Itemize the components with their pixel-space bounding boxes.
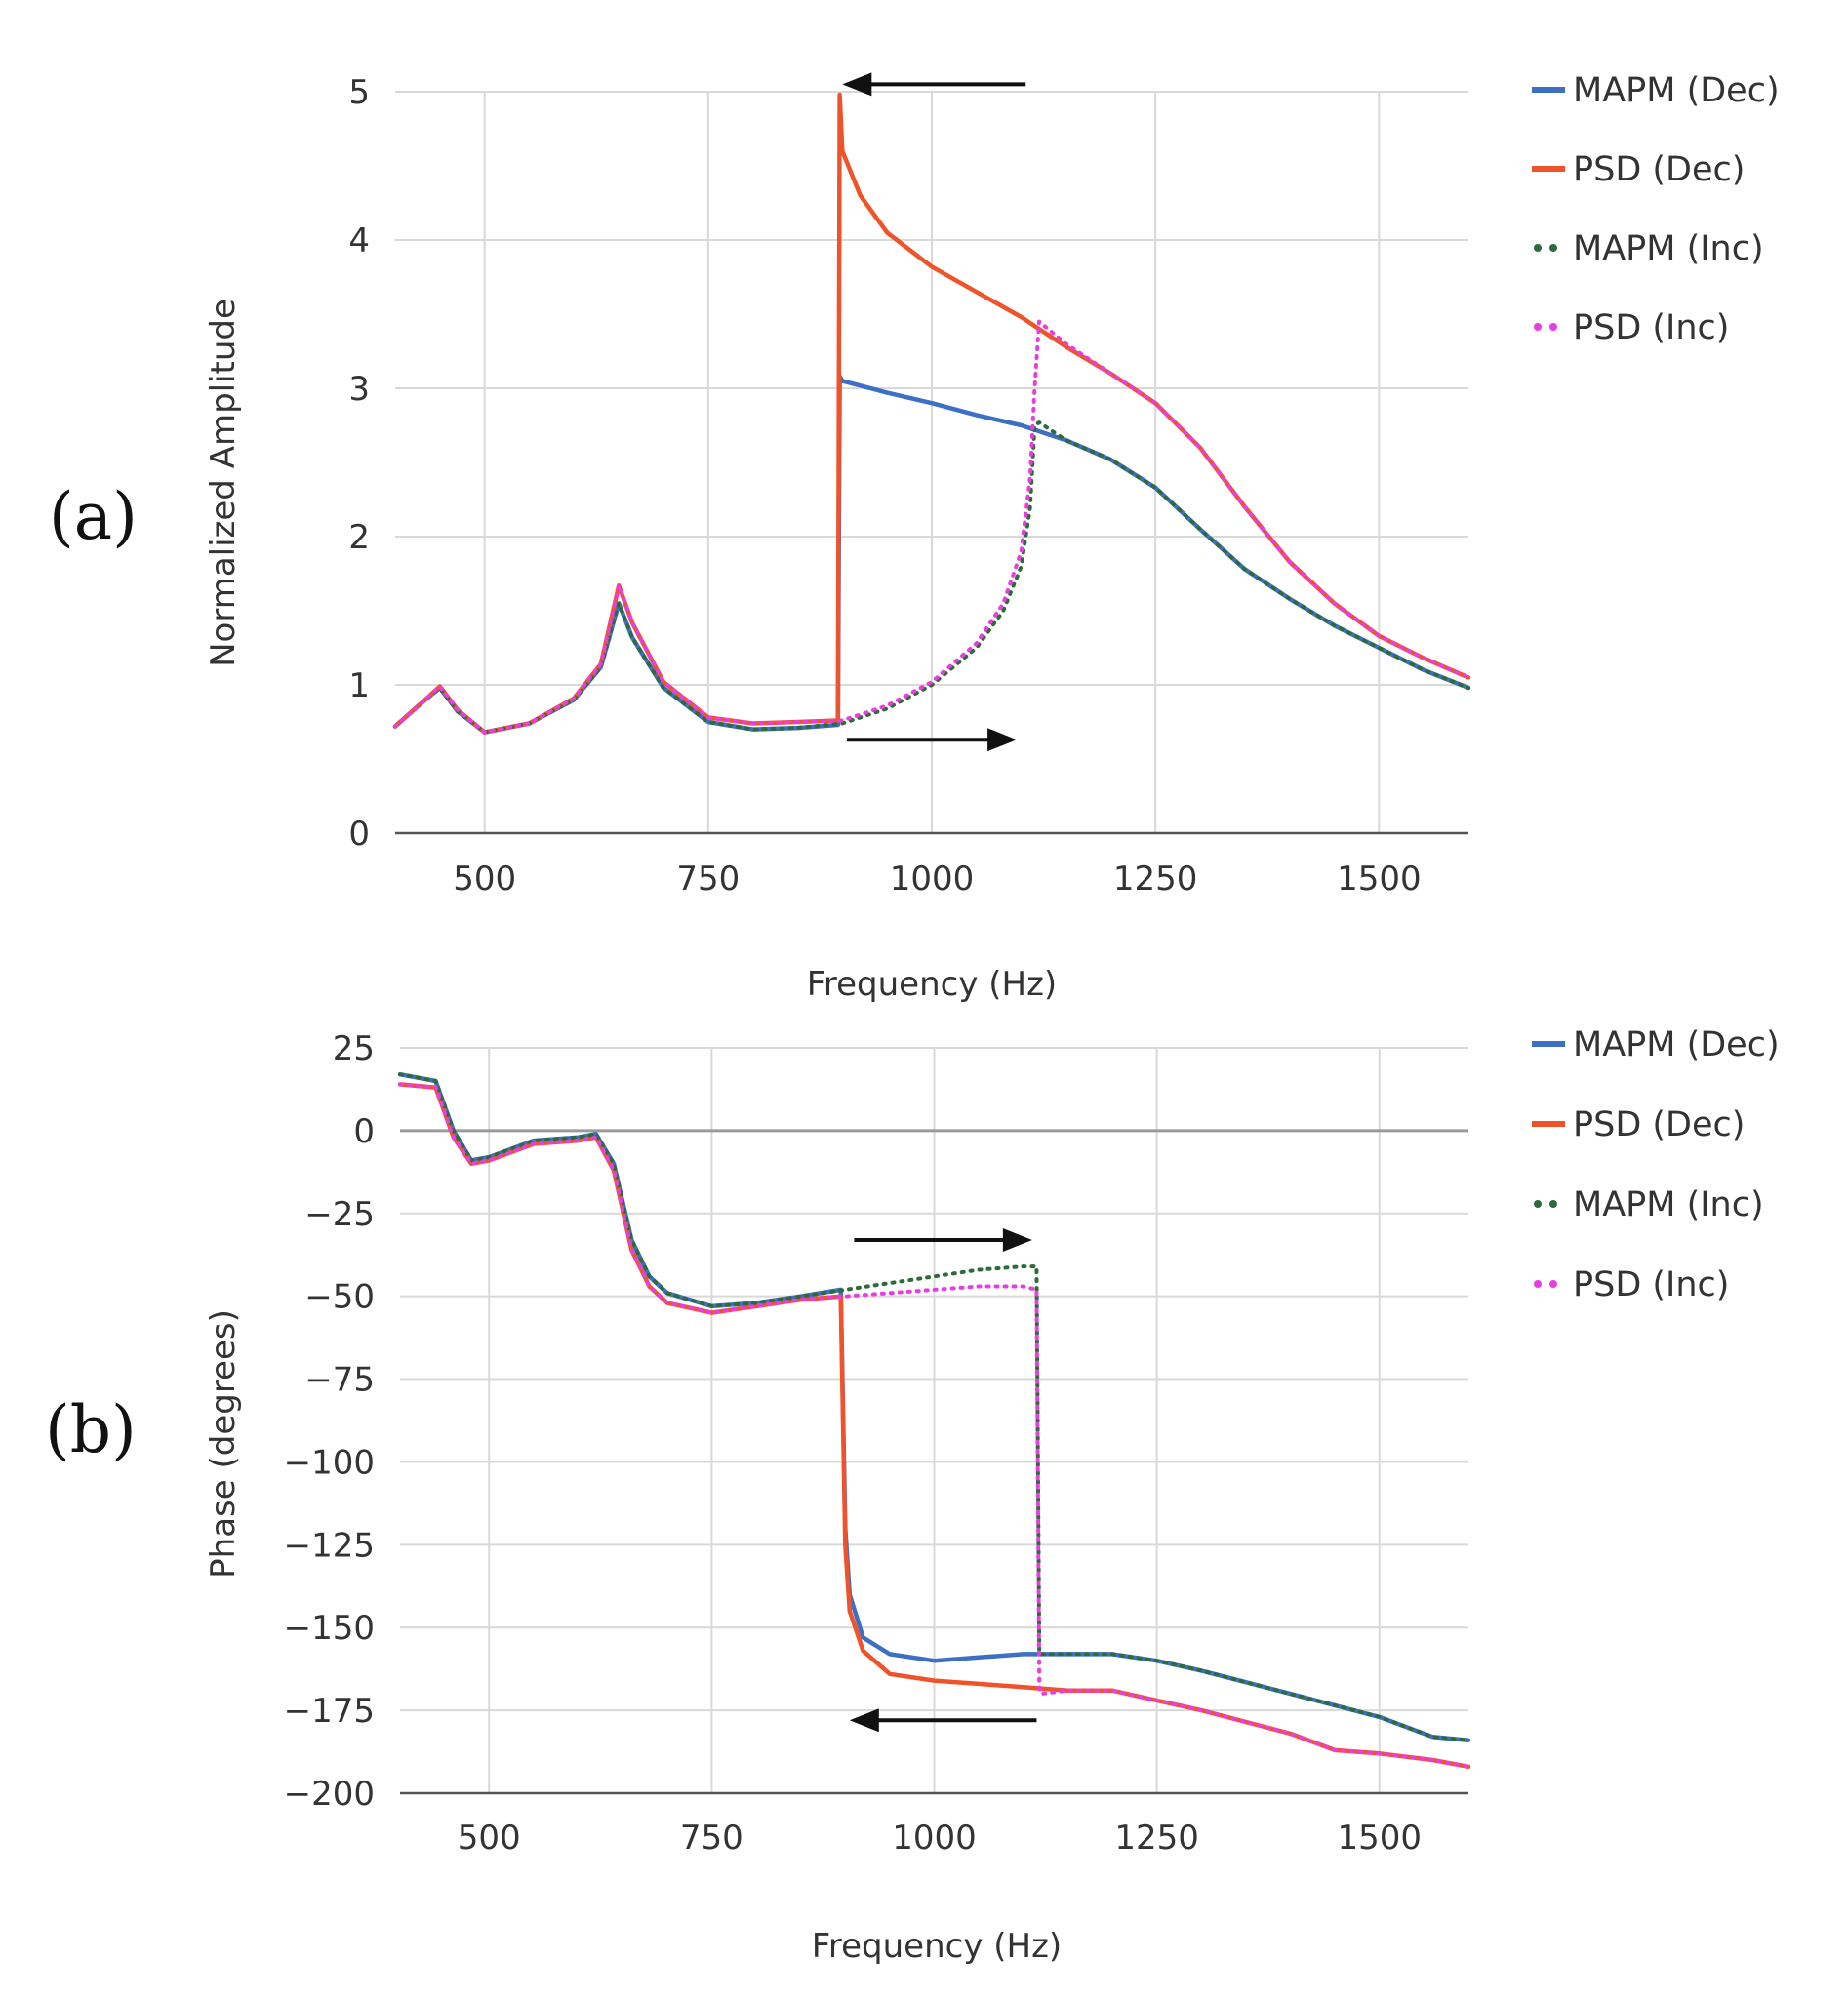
y-tick-label: 5 <box>348 73 370 112</box>
legend-item: MAPM (Inc) <box>1534 229 1764 268</box>
series-line-mapm-inc <box>398 1072 1470 1742</box>
y-tick-label: 0 <box>353 1112 375 1151</box>
phase-series-lines <box>397 1071 1471 1770</box>
phase-y-ticks: 25 0 −25 −50 −75 −100 −125 −150 −175 −200 <box>284 1029 375 1814</box>
x-tick-label: 1500 <box>1337 1819 1422 1858</box>
legend-item: PSD (Inc) <box>1534 308 1729 347</box>
legend-item: MAPM (Dec) <box>1532 1025 1780 1064</box>
phase-arrows <box>849 1227 1037 1733</box>
y-tick-label: 0 <box>348 815 370 854</box>
legend-item: PSD (Dec) <box>1532 150 1745 189</box>
legend-swatch <box>1549 323 1557 331</box>
legend-label: PSD (Dec) <box>1573 1105 1745 1144</box>
legend-swatch <box>1534 244 1542 252</box>
phase-legend: MAPM (Dec) PSD (Dec) MAPM (Inc) PSD (Inc) <box>1532 1025 1780 1304</box>
legend-swatch <box>1534 1200 1542 1208</box>
legend-swatch <box>1549 1200 1557 1208</box>
arrow-right-icon <box>854 1227 1032 1252</box>
y-tick-label: 25 <box>333 1029 375 1068</box>
legend-swatch <box>1549 1280 1557 1288</box>
x-tick-label: 1000 <box>890 860 975 899</box>
y-tick-label: −200 <box>284 1775 375 1814</box>
legend-label: MAPM (Inc) <box>1573 229 1764 268</box>
x-tick-label: 1500 <box>1337 860 1422 899</box>
phase-panel: (b) 25 0 −25 −50 −75 −100 −125 −150 −175 −200 500… <box>45 1025 1780 1966</box>
phase-x-axis-title: Frequency (Hz) <box>812 1927 1062 1966</box>
phase-grid <box>400 1047 1468 1795</box>
x-tick-label: 1250 <box>1114 1819 1199 1858</box>
panel-label-a: (a) <box>49 479 138 554</box>
arrow-right-icon <box>846 728 1018 752</box>
x-tick-label: 500 <box>458 1819 521 1858</box>
y-tick-label: 1 <box>348 666 370 705</box>
phase-x-ticks: 500 750 1000 1250 1500 <box>458 1819 1422 1858</box>
y-tick-label: −175 <box>284 1692 375 1731</box>
y-tick-label: 2 <box>348 518 370 557</box>
y-tick-label: −125 <box>284 1526 375 1565</box>
x-tick-label: 500 <box>453 860 516 899</box>
legend-item: MAPM (Dec) <box>1532 71 1780 110</box>
y-tick-label: 4 <box>348 221 370 260</box>
legend-label: PSD (Inc) <box>1573 308 1729 347</box>
legend-swatch <box>1549 244 1557 252</box>
arrow-left-icon <box>842 72 1026 97</box>
legend-item: PSD (Inc) <box>1534 1265 1729 1304</box>
legend-label: PSD (Dec) <box>1573 150 1745 189</box>
legend-label: MAPM (Dec) <box>1573 1025 1780 1064</box>
y-tick-label: −150 <box>284 1609 375 1648</box>
y-tick-label: 3 <box>348 370 370 409</box>
x-tick-label: 750 <box>676 860 740 899</box>
legend-swatch <box>1534 1280 1542 1288</box>
x-tick-label: 750 <box>680 1819 743 1858</box>
series-line-psd-inc <box>393 319 1470 735</box>
legend-label: MAPM (Dec) <box>1573 71 1780 110</box>
panel-label-b: (b) <box>45 1392 137 1467</box>
amplitude-y-axis-title: Normalized Amplitude <box>204 299 243 667</box>
y-tick-label: −50 <box>304 1278 375 1317</box>
legend-label: MAPM (Inc) <box>1573 1185 1764 1224</box>
amplitude-legend: MAPM (Dec) PSD (Dec) MAPM (Inc) PSD (Inc) <box>1532 71 1780 347</box>
amplitude-grid <box>395 91 1468 835</box>
phase-y-axis-title: Phase (degrees) <box>204 1309 243 1579</box>
y-tick-label: −100 <box>284 1443 375 1482</box>
arrow-left-icon <box>849 1708 1037 1733</box>
x-tick-label: 1250 <box>1113 860 1198 899</box>
amplitude-y-ticks: 0 1 2 3 4 5 <box>348 73 370 854</box>
amplitude-arrows <box>842 72 1026 752</box>
legend-item: MAPM (Inc) <box>1534 1185 1764 1224</box>
amplitude-panel: (a) 0 1 2 3 4 5 500 750 1000 1250 1500 Frequency … <box>49 71 1780 1004</box>
amplitude-x-ticks: 500 750 1000 1250 1500 <box>453 860 1421 899</box>
legend-label: PSD (Inc) <box>1573 1265 1729 1304</box>
legend-swatch <box>1534 323 1542 331</box>
amplitude-x-axis-title: Frequency (Hz) <box>807 965 1057 1004</box>
legend-item: PSD (Dec) <box>1532 1105 1745 1144</box>
series-line-psd-inc <box>398 1082 1470 1769</box>
y-tick-label: −75 <box>304 1361 375 1400</box>
amplitude-series-lines <box>392 92 1471 735</box>
y-tick-label: −25 <box>304 1195 375 1234</box>
x-tick-label: 1000 <box>892 1819 977 1858</box>
